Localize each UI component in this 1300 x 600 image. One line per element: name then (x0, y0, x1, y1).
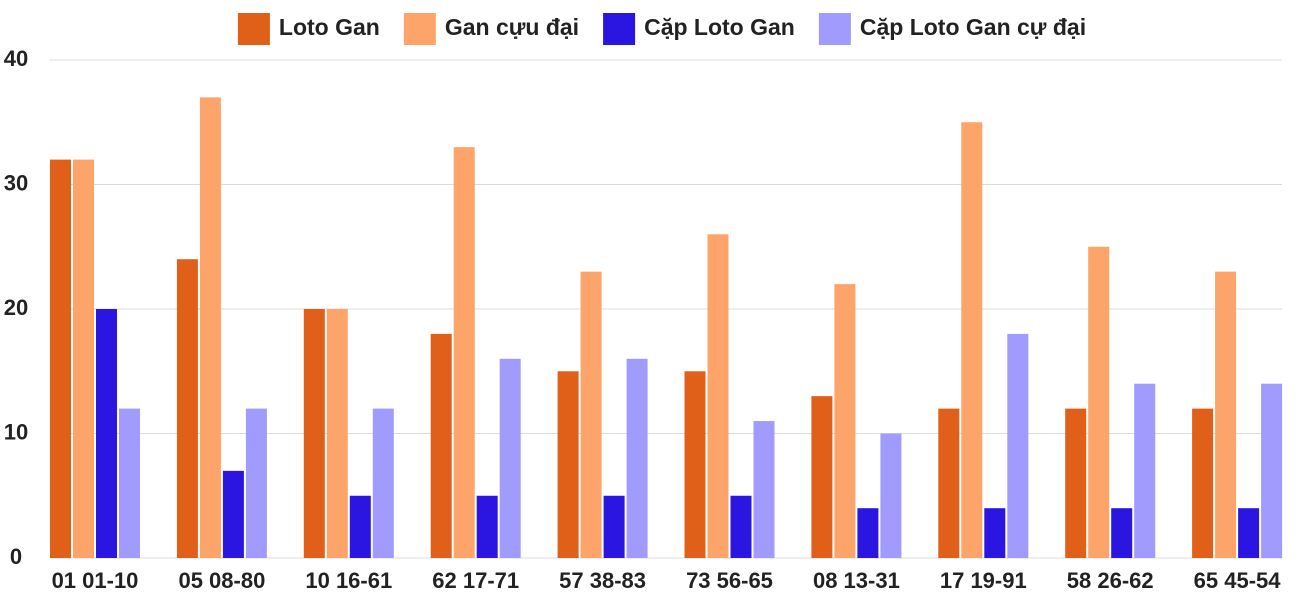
bar (811, 396, 833, 558)
bar (372, 408, 394, 558)
bar (326, 309, 348, 558)
bar (222, 470, 244, 558)
bar (1261, 383, 1283, 558)
x-tick-label: 65 45-54 (1194, 568, 1282, 593)
legend-label: Gan cựu đại (445, 14, 579, 40)
legend-label: Cặp Loto Gan (644, 14, 795, 40)
bar (730, 495, 752, 558)
x-tick-label: 57 38-83 (559, 568, 646, 593)
x-tick-label: 62 17-71 (432, 568, 519, 593)
x-tick-label: 05 08-80 (178, 568, 265, 593)
bar (50, 159, 71, 558)
bar (961, 122, 983, 558)
bar (1215, 271, 1237, 558)
y-tick-label: 30 (4, 170, 28, 195)
bar (753, 421, 775, 558)
bar (1065, 408, 1087, 558)
legend-swatch (403, 13, 436, 45)
bar (1192, 408, 1214, 558)
bar (1134, 383, 1156, 558)
bar (857, 508, 879, 558)
y-tick-label: 10 (4, 419, 28, 444)
bar (1088, 246, 1110, 558)
bar (557, 371, 579, 558)
bar (834, 284, 856, 558)
bar (707, 234, 729, 559)
bar (938, 408, 960, 558)
bar (1238, 508, 1260, 558)
bar (684, 371, 706, 558)
y-tick-label: 20 (4, 295, 28, 320)
x-tick-label: 73 56-65 (686, 568, 773, 593)
legend-swatch (237, 13, 270, 45)
legend-label: Loto Gan (279, 14, 380, 40)
x-tick-label: 08 13-31 (813, 568, 900, 593)
bar (430, 333, 452, 558)
bar (96, 309, 117, 558)
bar (580, 271, 602, 558)
x-tick-label: 10 16-61 (305, 568, 392, 593)
bar (349, 495, 371, 558)
bar (119, 408, 140, 558)
bar (176, 259, 198, 558)
bar (73, 159, 94, 558)
bar (603, 495, 625, 558)
bar (626, 358, 648, 558)
bar (1007, 333, 1029, 558)
x-tick-label: 17 19-91 (940, 568, 1027, 593)
bar (1111, 508, 1133, 558)
bar (199, 97, 221, 558)
legend-label: Cặp Loto Gan cự đại (860, 14, 1086, 40)
bar (476, 495, 498, 558)
bar (303, 309, 325, 558)
x-tick-label: 58 26-62 (1067, 568, 1154, 593)
legend-swatch (603, 13, 636, 45)
y-tick-label: 40 (4, 46, 28, 71)
bar (245, 408, 267, 558)
legend-swatch (818, 13, 851, 45)
x-tick-label: 01 01-10 (52, 568, 139, 593)
bar (453, 147, 475, 558)
bar (499, 358, 521, 558)
bar (880, 433, 902, 558)
y-tick-label: 0 (10, 544, 22, 569)
bar (984, 508, 1006, 558)
